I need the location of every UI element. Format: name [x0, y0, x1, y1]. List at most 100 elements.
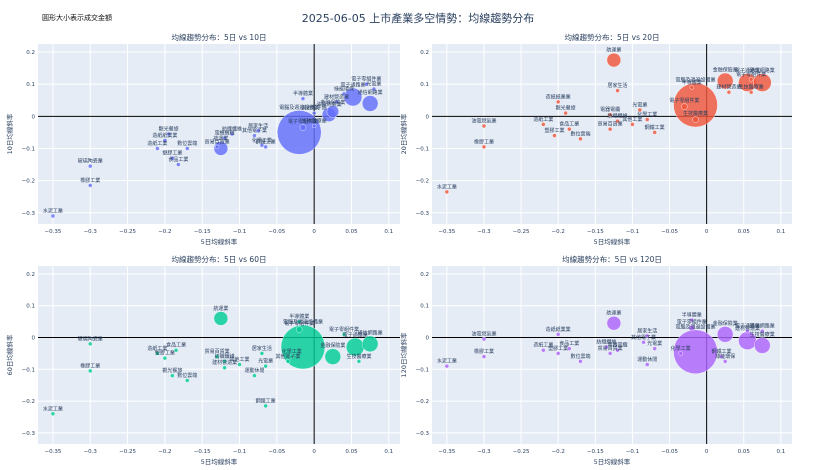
point-label: 電腦及週邊設備業: [675, 323, 715, 330]
point-label: 電子通路業: [343, 332, 368, 339]
data-point: [162, 138, 168, 143]
point-label: 電子通路業: [735, 323, 760, 330]
data-point: [567, 346, 572, 351]
x-tick-label: 0.1: [384, 449, 393, 455]
x-axis-label: 5日均線斜率: [201, 237, 238, 246]
data-point: [222, 135, 227, 141]
point-label: 電子零組件業: [288, 118, 318, 125]
point-label: 電子零組件業: [284, 320, 314, 327]
y-tick-label: −0.1: [416, 367, 429, 373]
x-tick-label: −0.25: [513, 449, 530, 455]
x-tick-label: −0.05: [661, 229, 678, 235]
y-tick-label: 0.1: [26, 82, 35, 88]
data-point: [162, 355, 168, 361]
data-point: [364, 81, 369, 87]
x-tick-label: 0: [312, 229, 316, 235]
data-point: [615, 348, 620, 353]
point-label: 造紙工業: [147, 140, 167, 147]
data-point: [481, 354, 487, 359]
data-point: [607, 126, 613, 132]
x-axis-label: 5日均線斜率: [594, 237, 631, 246]
point-label: 通信網路業: [750, 323, 775, 330]
x-axis-label: 5日均線斜率: [594, 457, 631, 466]
x-tick-label: 0: [705, 449, 709, 455]
point-label: 油電燃氣業: [317, 101, 342, 108]
data-point: [214, 144, 220, 150]
x-tick-label: −0.25: [513, 229, 530, 235]
y-tick-label: −0.3: [22, 431, 36, 437]
point-label: 通信網路業: [750, 67, 775, 74]
y-tick-label: 0.1: [420, 82, 429, 88]
point-label: 電腦及週邊設備業: [279, 104, 319, 111]
y-tick-label: −0.2: [416, 179, 429, 185]
point-label: 橡膠工業: [474, 348, 494, 355]
x-tick-label: 0.1: [776, 229, 785, 235]
x-tick-label: −0.15: [587, 449, 604, 455]
data-point: [155, 146, 160, 151]
data-point: [259, 351, 265, 356]
data-point: [716, 326, 734, 343]
point-label: 油電燃氣業: [471, 117, 496, 124]
point-label: 建材營造業: [324, 93, 349, 100]
point-label: 運動休閒: [244, 367, 264, 374]
point-label: 造紙紙業業: [546, 93, 571, 100]
data-point: [277, 110, 322, 155]
point-label: 玻璃陶瓷業: [78, 335, 103, 342]
panel-title: 均線趨勢分布：5日 vs 60日: [172, 254, 267, 264]
data-point: [481, 336, 487, 342]
y-tick-label: 0: [32, 336, 36, 342]
data-point: [173, 348, 179, 353]
data-point: [289, 354, 294, 359]
x-tick-label: −0.25: [119, 449, 136, 455]
data-point: [652, 130, 657, 135]
point-label: 建材營造業: [716, 84, 741, 91]
data-point: [311, 110, 317, 116]
data-point: [630, 122, 635, 127]
data-point: [692, 116, 699, 123]
point-label: 橡膠工業: [80, 177, 100, 184]
point-label: 數位雲端: [570, 130, 590, 137]
data-point: [444, 363, 450, 369]
point-label: 鋼鐵工業: [256, 397, 276, 404]
data-point: [748, 90, 754, 95]
x-tick-label: −0.1: [626, 229, 639, 235]
data-point: [222, 359, 227, 364]
data-point: [678, 351, 683, 356]
point-label: 居家生活: [248, 122, 268, 129]
data-point: [255, 128, 261, 133]
x-tick-label: 0.05: [345, 449, 358, 455]
data-point: [645, 117, 650, 122]
point-label: 其他電子業: [276, 353, 301, 360]
point-label: 觀光餐旅: [162, 367, 182, 374]
point-label: 造紙工業: [533, 116, 553, 123]
point-label: 造紙工業: [147, 345, 167, 352]
data-point: [637, 107, 643, 113]
x-tick-label: −0.1: [233, 229, 246, 235]
y-tick-label: −0.1: [22, 367, 35, 373]
point-label: 觀光餐旅: [556, 105, 576, 112]
point-label: 通信網路業: [358, 89, 383, 96]
point-label: 金融保險業: [320, 99, 345, 106]
point-label: 電子零組件業: [351, 76, 381, 83]
point-label: 半導體業: [293, 90, 313, 97]
point-label: 生技醫療業: [346, 353, 371, 360]
point-label: 通信網路業: [358, 329, 383, 336]
plot-background: [432, 266, 792, 444]
point-label: 貿易百貨業: [598, 121, 623, 128]
point-label: 紡織纖維: [608, 113, 628, 120]
point-label: 金融保險業: [320, 342, 345, 349]
point-label: 造紙工業: [533, 342, 553, 349]
data-point: [341, 91, 347, 97]
data-point: [237, 362, 242, 367]
data-point: [645, 333, 650, 339]
point-label: 造紙紙業業: [546, 326, 571, 333]
x-tick-label: −0.15: [194, 229, 211, 235]
data-point: [334, 99, 339, 105]
data-point: [555, 99, 561, 105]
data-point: [88, 368, 93, 374]
point-label: 半導體業: [289, 313, 309, 320]
point-label: 水泥工業: [43, 405, 63, 412]
x-tick-label: −0.3: [477, 449, 491, 455]
data-point: [88, 341, 93, 347]
data-point: [689, 317, 694, 323]
